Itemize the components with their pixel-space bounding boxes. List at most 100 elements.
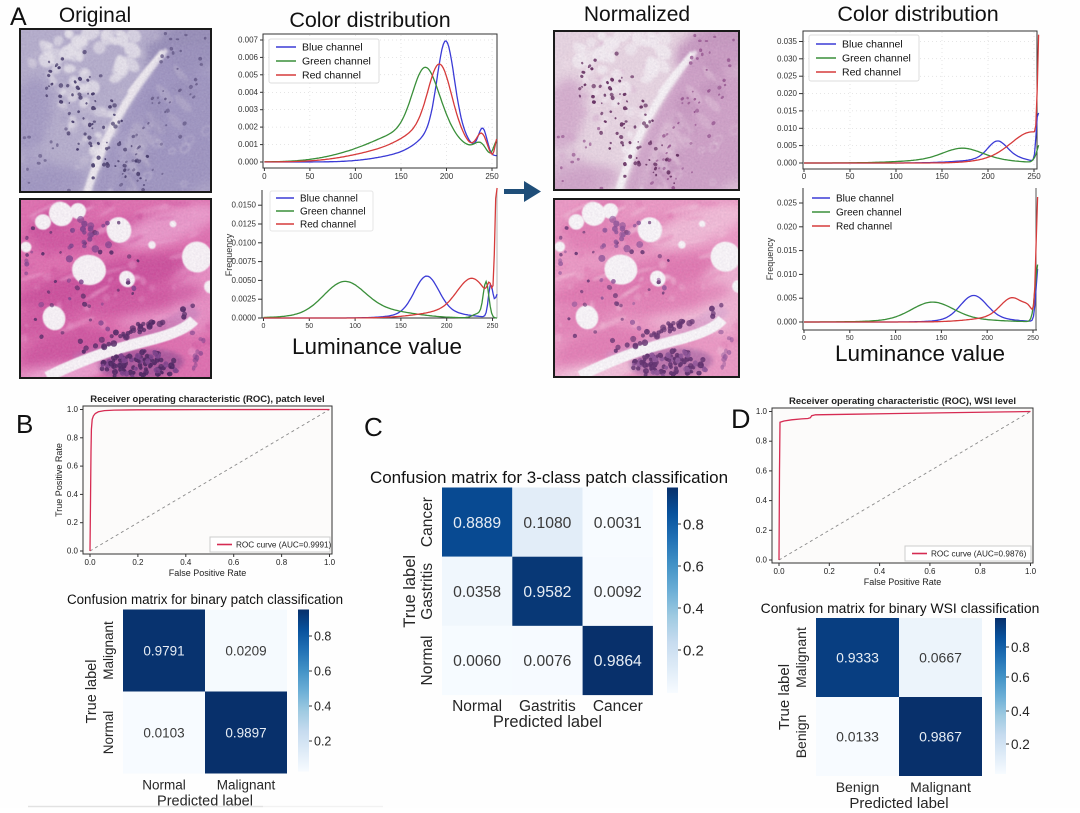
svg-text:ROC curve (AUC=0.9991): ROC curve (AUC=0.9991) [236,541,332,550]
svg-text:Luminance value: Luminance value [292,334,462,359]
svg-text:0.020: 0.020 [777,222,798,231]
svg-text:0.9333: 0.9333 [836,650,879,666]
svg-text:Receiver operating characteris: Receiver operating characteristic (ROC),… [789,396,1016,407]
svg-text:0.0125: 0.0125 [232,220,257,229]
svg-text:0.0103: 0.0103 [143,725,184,740]
svg-text:250: 250 [1027,335,1039,342]
svg-text:Receiver operating characteris: Receiver operating characteristic (ROC),… [90,394,324,405]
svg-text:Red channel: Red channel [302,70,361,82]
svg-text:0.6: 0.6 [924,567,936,576]
svg-text:0.9897: 0.9897 [225,725,266,740]
svg-text:0.0150: 0.0150 [232,201,257,210]
svg-text:0.005: 0.005 [777,141,798,150]
svg-text:250: 250 [1027,172,1041,181]
svg-text:1.0: 1.0 [1025,567,1037,576]
svg-text:0.9867: 0.9867 [919,729,962,745]
svg-text:0.0667: 0.0667 [919,650,962,666]
svg-text:D: D [731,404,751,434]
svg-text:0.6: 0.6 [683,558,704,575]
svg-text:0.0000: 0.0000 [232,314,257,323]
svg-text:Benign: Benign [836,779,880,795]
svg-text:Cancer: Cancer [419,497,436,547]
svg-text:0.0133: 0.0133 [836,729,879,745]
svg-text:0: 0 [802,172,807,181]
svg-text:Normal: Normal [419,636,436,686]
svg-text:0.2: 0.2 [683,642,704,659]
svg-text:0: 0 [802,335,806,342]
svg-text:Normal: Normal [142,778,186,793]
svg-text:Original: Original [59,4,131,27]
svg-text:0.0: 0.0 [84,558,96,567]
svg-text:0.010: 0.010 [777,124,798,133]
svg-text:0.002: 0.002 [238,123,259,132]
svg-text:0.8: 0.8 [314,630,331,644]
svg-text:50: 50 [846,172,855,181]
svg-text:0.2: 0.2 [824,567,836,576]
svg-text:0.4: 0.4 [180,558,192,567]
svg-text:0.8: 0.8 [67,433,79,442]
svg-text:Cancer: Cancer [593,698,643,715]
svg-text:0.006: 0.006 [238,53,259,62]
svg-text:Blue channel: Blue channel [300,194,358,205]
svg-text:0.6: 0.6 [314,665,331,679]
svg-text:Red channel: Red channel [842,67,901,79]
svg-text:100: 100 [889,172,903,181]
svg-text:Green channel: Green channel [302,56,371,68]
svg-text:0.007: 0.007 [238,36,259,45]
svg-text:0.010: 0.010 [777,270,798,279]
svg-text:0.8: 0.8 [975,567,987,576]
svg-text:0.2: 0.2 [314,735,331,749]
svg-text:100: 100 [349,172,363,181]
svg-text:0.6: 0.6 [67,462,79,471]
svg-text:Normal: Normal [101,711,116,755]
svg-text:0.0358: 0.0358 [453,584,501,601]
svg-text:0.020: 0.020 [777,89,798,98]
svg-text:Predicted label: Predicted label [493,713,602,731]
svg-text:0.0075: 0.0075 [232,257,257,266]
svg-text:0.0031: 0.0031 [594,515,642,532]
svg-text:0.030: 0.030 [777,54,798,63]
svg-text:100: 100 [890,335,902,342]
svg-text:0.8: 0.8 [756,437,768,446]
svg-text:Luminance value: Luminance value [835,341,1005,366]
svg-text:0.015: 0.015 [777,106,798,115]
svg-text:0.003: 0.003 [238,105,259,114]
svg-text:True label: True label [776,664,793,730]
svg-text:0.9582: 0.9582 [523,584,571,601]
svg-text:150: 150 [936,335,948,342]
svg-text:Red channel: Red channel [836,222,892,233]
svg-text:0.4: 0.4 [314,700,331,714]
svg-text:0.1080: 0.1080 [523,515,571,532]
svg-text:0.035: 0.035 [777,37,798,46]
svg-text:C: C [364,412,383,442]
svg-text:200: 200 [981,172,995,181]
svg-text:Frequency: Frequency [224,233,234,276]
svg-text:1.0: 1.0 [324,558,336,567]
svg-text:Red channel: Red channel [300,220,356,231]
svg-text:0.005: 0.005 [238,70,259,79]
svg-text:Confusion matrix for 3-class p: Confusion matrix for 3-class patch class… [370,468,728,487]
svg-text:0.0: 0.0 [756,556,768,565]
svg-text:1.0: 1.0 [67,405,79,414]
svg-text:0.2: 0.2 [756,526,768,535]
svg-text:50: 50 [305,172,314,181]
svg-text:0.000: 0.000 [777,159,798,168]
svg-text:150: 150 [935,172,949,181]
svg-text:0.8889: 0.8889 [453,515,501,532]
svg-text:0.8: 0.8 [683,516,704,533]
svg-text:0.000: 0.000 [777,318,798,327]
svg-text:Malignant: Malignant [793,627,809,688]
svg-text:Blue channel: Blue channel [836,194,894,205]
svg-text:0.001: 0.001 [238,140,259,149]
svg-text:0.0025: 0.0025 [232,295,257,304]
svg-text:0.2: 0.2 [67,518,79,527]
svg-text:0.0: 0.0 [67,547,79,556]
svg-text:0.0: 0.0 [773,567,785,576]
svg-text:ROC curve (AUC=0.9876): ROC curve (AUC=0.9876) [931,550,1027,559]
svg-text:0.6: 0.6 [228,558,240,567]
svg-text:0.000: 0.000 [238,158,259,167]
svg-text:150: 150 [394,172,408,181]
svg-text:0.6: 0.6 [1011,670,1030,685]
svg-text:0.025: 0.025 [777,199,798,208]
svg-text:Gastritis: Gastritis [419,563,436,620]
